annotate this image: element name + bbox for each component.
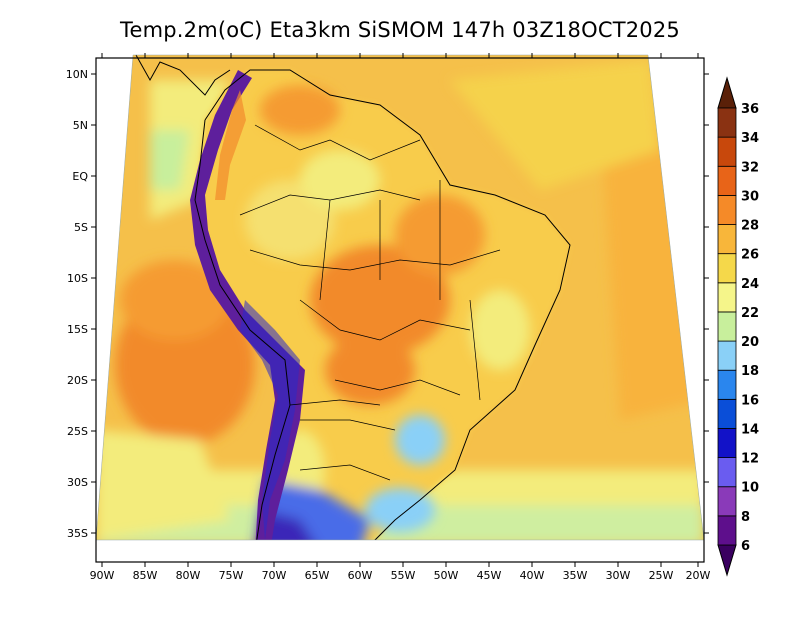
lon-tick-label: 20W: [686, 569, 711, 582]
lat-tick-label: 30S: [67, 476, 88, 489]
lon-tick-label: 40W: [520, 569, 545, 582]
lat-tick-label: 5S: [74, 221, 88, 234]
colorbar-bin: [717, 107, 737, 138]
lon-tick-label: 90W: [90, 569, 115, 582]
colorbar-label: 18: [741, 364, 759, 379]
colorbar-label: 6: [741, 539, 750, 554]
colorbar-over-arrow: [717, 76, 737, 109]
lon-tick-label: 80W: [176, 569, 201, 582]
colorbar-bin: [717, 428, 737, 459]
colorbar-bin: [717, 194, 737, 225]
colorbar-bin: [717, 369, 737, 400]
lon-tick-label: 65W: [305, 569, 330, 582]
colorbar-bin: [717, 282, 737, 313]
lon-tick-label: 60W: [348, 569, 373, 582]
lat-tick-label: 15S: [67, 323, 88, 336]
lon-tick-label: 70W: [262, 569, 287, 582]
lon-tick-label: 75W: [219, 569, 244, 582]
colorbar-bin: [717, 165, 737, 196]
colorbar-bin: [717, 253, 737, 284]
lon-tick-label: 85W: [133, 569, 158, 582]
colorbar-bin: [717, 398, 737, 429]
colorbar-bin: [717, 311, 737, 342]
lat-tick-label: 10S: [67, 272, 88, 285]
colorbar-label: 16: [741, 393, 759, 408]
central-america-outline: [135, 54, 231, 96]
lon-tick-label: 30W: [606, 569, 631, 582]
lon-tick-label: 25W: [649, 569, 674, 582]
colorbar-label: 20: [741, 335, 759, 350]
lon-tick-label: 50W: [434, 569, 459, 582]
lon-tick-label: 35W: [563, 569, 588, 582]
colorbar-label: 22: [741, 306, 759, 321]
colorbar-label: 32: [741, 160, 759, 175]
lon-tick-label: 45W: [477, 569, 502, 582]
colorbar-label: 28: [741, 219, 759, 234]
colorbar-bin: [717, 224, 737, 255]
colorbar-label: 12: [741, 452, 759, 467]
map-title: Temp.2m(oC) Eta3km SiSMOM 147h 03Z18OCT2…: [120, 18, 680, 42]
plot-frame: [95, 57, 705, 563]
longitude-axis: 90W 85W 80W 75W 70W 65W 60W 55W 50W 45W 40W 35W 30W 2…: [90, 53, 711, 582]
lat-tick-label: 25S: [67, 425, 88, 438]
temperature-field: [96, 55, 704, 540]
colorbar-label: 34: [741, 131, 759, 146]
colorbar-label: 8: [741, 510, 750, 525]
lat-tick-label: 20S: [67, 374, 88, 387]
colorbar-bin: [717, 136, 737, 167]
colorbar-label: 10: [741, 481, 759, 496]
lat-tick-label: 10N: [66, 68, 88, 81]
colorbar-under-arrow: [717, 544, 737, 577]
colorbar-bin: [717, 340, 737, 371]
lat-tick-label: EQ: [72, 170, 88, 183]
colorbar-bin: [717, 457, 737, 488]
colorbar-bin: [717, 515, 737, 546]
colorbar-label: 14: [741, 422, 759, 437]
lat-tick-label: 35S: [67, 527, 88, 540]
lon-tick-label: 55W: [391, 569, 416, 582]
lat-tick-label: 5N: [73, 119, 88, 132]
colorbar-bin: [717, 486, 737, 517]
colorbar-label: 36: [741, 102, 759, 117]
colorbar-label: 26: [741, 248, 759, 263]
colorbar-label: 30: [741, 189, 759, 204]
latitude-axis: 10N 5N EQ 5S 10S 15S 20S 25S 30S 35S: [66, 68, 709, 540]
colorbar-label: 24: [741, 277, 759, 292]
